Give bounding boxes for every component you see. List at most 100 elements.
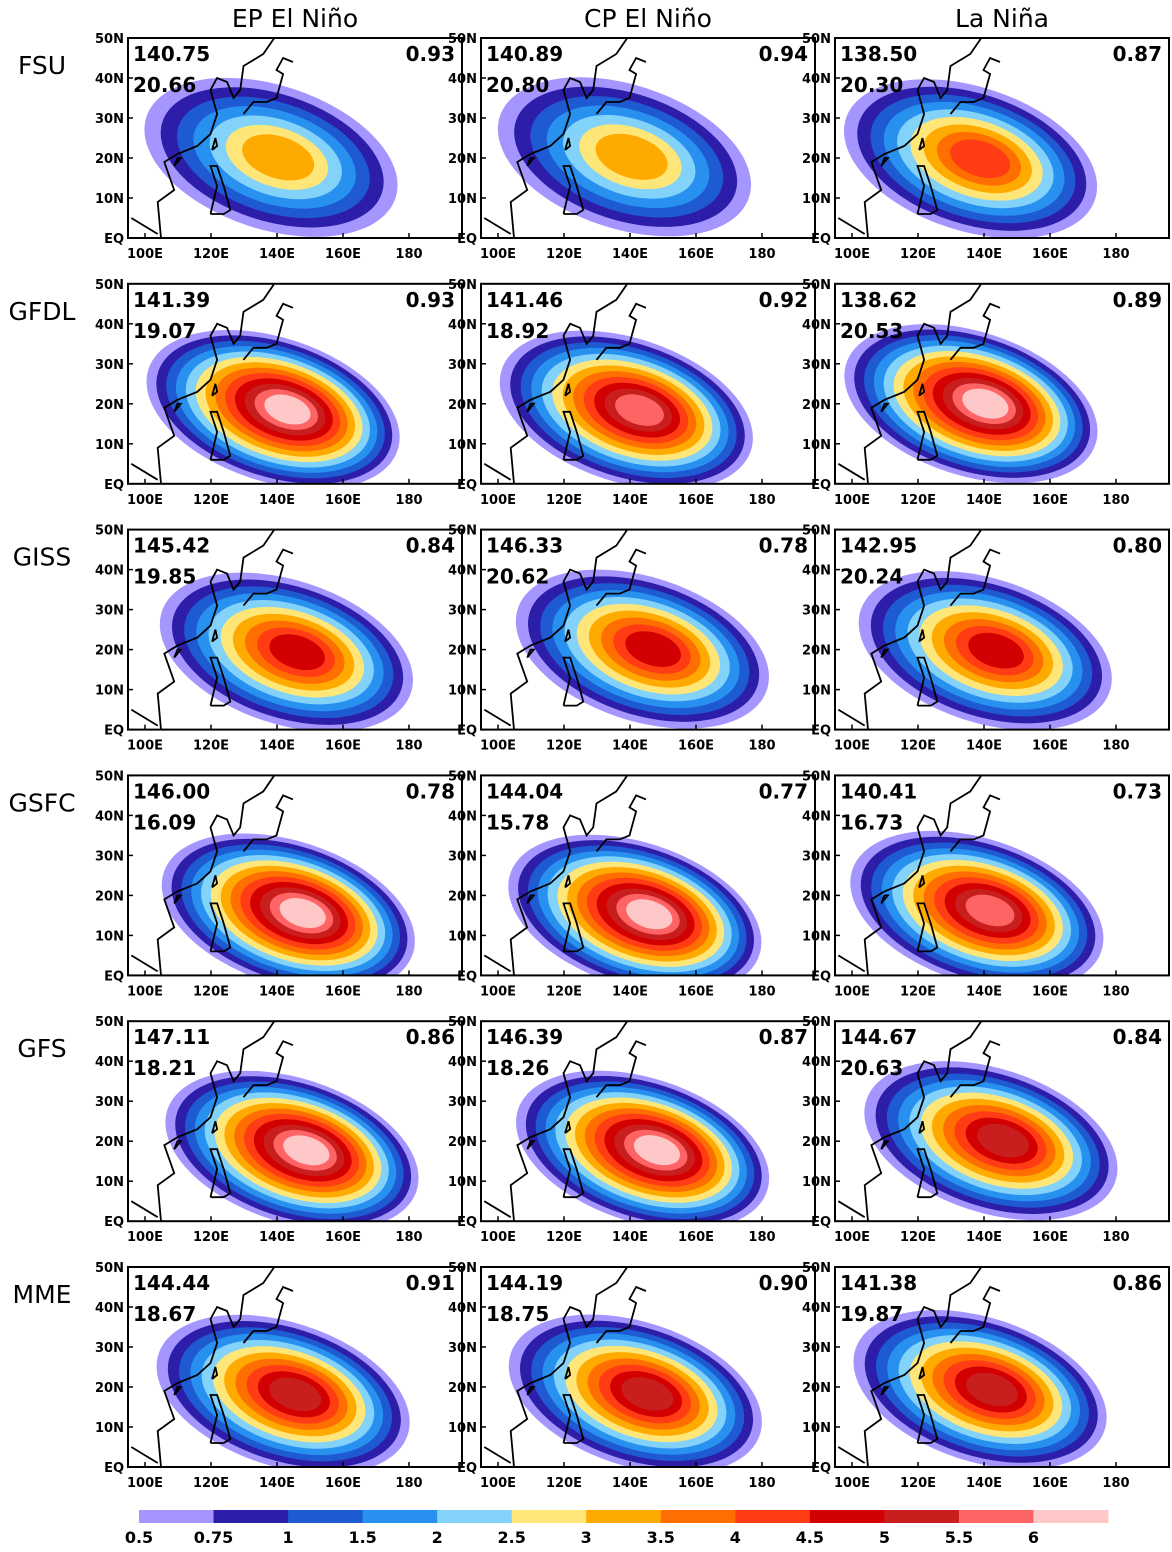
center-lat: 18.21 [133,1056,196,1080]
y-tick-label: 40N [448,1055,477,1070]
center-lon: 144.19 [486,1271,563,1295]
colorbar-label: 0.75 [194,1528,233,1547]
y-tick-label: 20N [95,889,124,904]
coastline [595,548,647,607]
colorbar-label: 1.5 [348,1528,376,1547]
colorbar-swatch [437,1510,513,1523]
density-contour [968,632,1024,669]
center-lat: 15.78 [486,810,549,834]
y-tick-label: 20N [802,889,831,904]
x-tick-label: 140E [259,984,295,999]
correlation: 0.94 [759,42,808,66]
column-title: CP El Niño [584,4,712,33]
x-tick-label: 120E [193,493,229,508]
density-contour [962,388,1009,419]
x-tick-label: 160E [1032,493,1068,508]
coastline [173,1140,183,1150]
y-tick-label: 50N [448,1261,477,1276]
y-tick-label: 10N [448,438,477,453]
y-tick-label: 40N [802,809,831,824]
colorbar-swatch [586,1510,662,1523]
colorbar-swatch [213,1510,289,1523]
coastline [863,1267,983,1467]
x-tick-label: 100E [480,739,516,754]
density-contour [950,139,1011,179]
coastline [242,302,294,361]
y-tick-label: 50N [95,1015,124,1030]
coastline [564,137,572,151]
y-tick-label: 50N [802,1261,831,1276]
y-tick-label: EQ [811,1461,831,1476]
coastline [483,1446,512,1464]
panel-frame [834,282,1170,485]
y-tick-label: 40N [95,72,124,87]
y-tick-label: 20N [802,1135,831,1150]
panel [130,775,415,976]
x-tick-label: 100E [834,1476,870,1491]
y-tick-label: 30N [802,849,831,864]
y-tick-label: 30N [448,358,477,373]
x-tick-label: 160E [678,1476,714,1491]
center-lat: 18.26 [486,1056,549,1080]
x-tick-label: 120E [546,1476,582,1491]
y-tick-label: 50N [448,278,477,293]
coastline [949,1285,1001,1344]
coastline [837,463,866,481]
coastline [562,165,585,215]
coastline [509,775,629,976]
y-tick-label: 10N [95,192,124,207]
x-tick-label: 180 [395,1230,422,1245]
y-tick-label: EQ [457,969,477,984]
coastline [509,38,629,238]
x-tick-label: 180 [395,247,422,262]
panel-frame [834,37,1170,239]
colorbar-swatch [1033,1510,1109,1523]
coastline [526,894,536,904]
y-tick-label: EQ [457,1215,477,1230]
center-lon: 146.00 [133,779,210,803]
coastline [242,794,294,852]
panel-frame [480,774,816,977]
coastline [130,708,159,727]
y-tick-label: EQ [104,1215,124,1230]
colorbar-label: 2 [432,1528,443,1547]
panel [837,1021,1118,1222]
coastline [949,56,1001,115]
y-tick-label: 10N [95,929,124,944]
center-lat: 20.53 [840,319,903,343]
x-tick-label: 160E [678,247,714,262]
coastline [211,137,219,151]
coastline [562,410,585,461]
panel-frame [834,1020,1170,1223]
coastline [156,775,276,976]
y-tick-label: 30N [448,604,477,619]
panel-frame [127,1266,463,1468]
y-tick-label: 10N [448,684,477,699]
colorbar-swatch [139,1510,215,1523]
x-tick-label: 160E [325,247,361,262]
y-tick-label: 30N [95,358,124,373]
coastline [209,1148,232,1199]
x-tick-label: 180 [1102,739,1129,754]
density-contour [626,899,673,930]
density-contour [283,1135,330,1166]
coastline [173,402,183,413]
coastline [880,894,890,904]
coastline [595,56,647,115]
panel [837,38,1098,238]
x-tick-label: 100E [480,1230,516,1245]
panel [483,1021,770,1222]
coastline [173,157,183,167]
center-lon: 144.04 [486,779,563,803]
correlation: 0.87 [1113,42,1162,66]
y-tick-label: 50N [802,524,831,539]
coastline [564,875,572,889]
panel [130,529,413,730]
coastline [918,137,926,151]
x-tick-label: 180 [1102,1230,1129,1245]
coastline [526,402,536,413]
y-tick-label: 10N [802,929,831,944]
coastline [916,656,939,707]
center-lat: 19.87 [840,1302,903,1326]
correlation: 0.77 [759,779,808,803]
